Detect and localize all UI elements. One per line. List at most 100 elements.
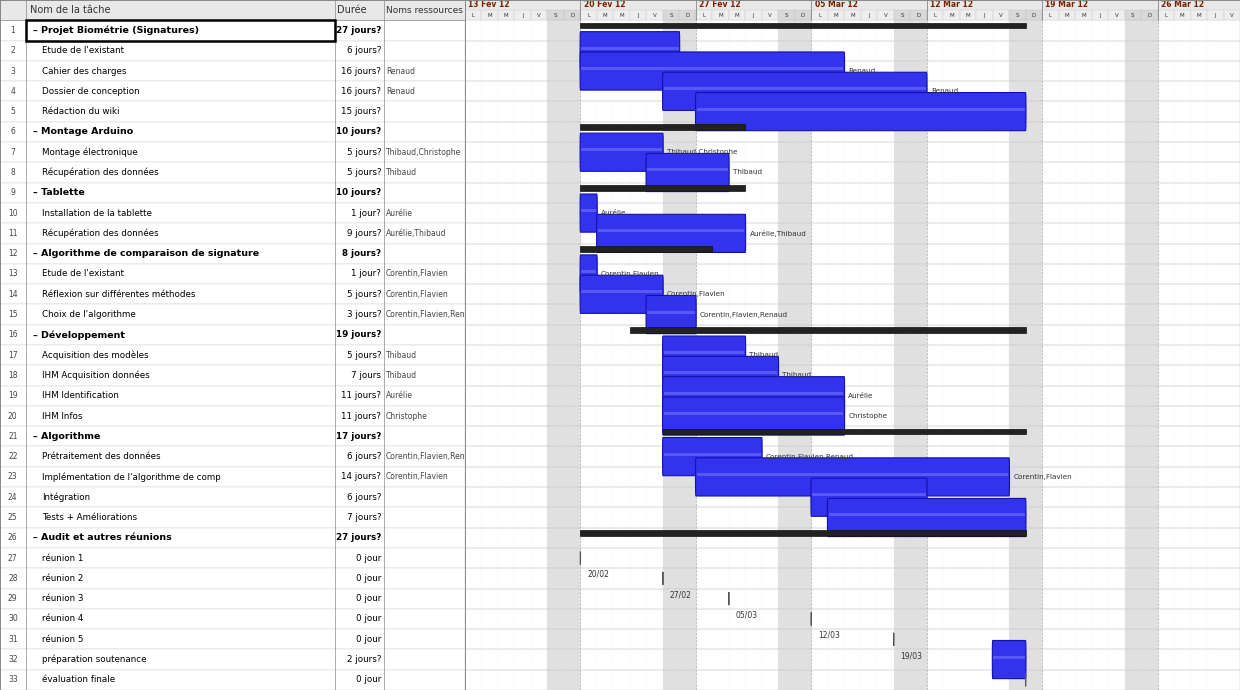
Bar xyxy=(481,81,498,101)
Bar xyxy=(861,670,877,690)
Bar xyxy=(844,101,861,121)
Bar xyxy=(1009,41,1025,61)
Text: 4: 4 xyxy=(10,87,15,96)
Bar xyxy=(481,507,498,528)
Bar xyxy=(498,61,515,81)
Bar xyxy=(1207,345,1224,365)
Bar xyxy=(1207,670,1224,690)
Bar xyxy=(745,629,761,649)
Bar xyxy=(1125,41,1141,61)
Bar xyxy=(844,121,861,142)
Text: 23: 23 xyxy=(7,473,17,482)
Bar xyxy=(729,224,745,244)
Bar xyxy=(596,487,614,507)
Bar xyxy=(663,325,680,345)
Bar xyxy=(811,304,828,325)
Bar xyxy=(910,528,926,548)
Bar xyxy=(515,304,531,325)
Bar xyxy=(944,20,960,41)
Bar xyxy=(646,589,663,609)
Text: 27 jours?: 27 jours? xyxy=(336,533,381,542)
Bar xyxy=(646,121,663,142)
Bar xyxy=(580,446,596,466)
Bar xyxy=(696,406,712,426)
Bar xyxy=(465,507,1240,528)
Bar xyxy=(465,81,481,101)
Bar xyxy=(646,569,663,589)
Bar xyxy=(663,10,680,20)
Bar xyxy=(761,569,779,589)
Bar xyxy=(663,162,680,183)
Bar xyxy=(1075,629,1091,649)
Bar xyxy=(877,162,894,183)
Bar xyxy=(680,507,696,528)
Bar xyxy=(1224,121,1240,142)
Bar xyxy=(944,203,960,224)
Bar xyxy=(663,487,680,507)
Bar xyxy=(596,61,614,81)
Bar xyxy=(779,487,795,507)
Bar xyxy=(663,203,680,224)
Bar xyxy=(1009,224,1025,244)
Bar xyxy=(646,345,663,365)
Bar xyxy=(795,224,811,244)
Bar xyxy=(1125,426,1141,446)
Bar xyxy=(630,20,646,41)
Bar xyxy=(1141,61,1158,81)
Bar xyxy=(515,406,531,426)
Bar xyxy=(481,41,498,61)
Bar xyxy=(894,81,910,101)
Bar xyxy=(993,162,1009,183)
Bar xyxy=(1109,386,1125,406)
Bar xyxy=(630,629,646,649)
Bar xyxy=(663,304,680,325)
Bar xyxy=(1042,345,1059,365)
Bar xyxy=(861,81,877,101)
Bar xyxy=(1174,162,1190,183)
Text: 14: 14 xyxy=(7,290,17,299)
Bar xyxy=(1075,365,1091,386)
Bar xyxy=(926,649,944,670)
Bar xyxy=(910,304,926,325)
Bar xyxy=(926,304,944,325)
Text: S: S xyxy=(900,12,904,17)
Bar xyxy=(811,81,828,101)
Bar xyxy=(580,185,745,190)
Bar xyxy=(861,649,877,670)
Bar xyxy=(828,244,844,264)
Bar xyxy=(944,589,960,609)
Bar xyxy=(976,81,993,101)
Bar xyxy=(680,61,696,81)
Bar xyxy=(811,507,828,528)
Bar xyxy=(993,548,1009,569)
Text: M: M xyxy=(619,12,624,17)
Bar xyxy=(960,589,976,609)
Bar xyxy=(1025,446,1042,466)
Bar xyxy=(680,304,696,325)
Bar xyxy=(828,224,844,244)
Bar xyxy=(1174,345,1190,365)
Bar xyxy=(861,284,877,304)
Bar xyxy=(729,142,745,162)
Bar xyxy=(547,224,564,244)
Text: 05/03: 05/03 xyxy=(735,611,758,620)
Text: 15: 15 xyxy=(7,310,17,319)
Bar xyxy=(894,284,910,304)
Bar xyxy=(1075,386,1091,406)
Text: 33: 33 xyxy=(7,676,17,684)
Bar xyxy=(1009,162,1025,183)
Bar xyxy=(712,101,729,121)
Bar xyxy=(1091,304,1109,325)
Text: 13 Fév 12: 13 Fév 12 xyxy=(469,1,510,10)
Bar xyxy=(1174,20,1190,41)
Text: 28: 28 xyxy=(7,574,17,583)
FancyBboxPatch shape xyxy=(696,458,1009,496)
Bar xyxy=(1207,284,1224,304)
Bar xyxy=(1075,264,1091,284)
Bar xyxy=(811,345,828,365)
Bar xyxy=(1025,224,1042,244)
Bar xyxy=(960,670,976,690)
Bar xyxy=(1158,365,1174,386)
Bar xyxy=(894,365,910,386)
Bar xyxy=(779,507,795,528)
